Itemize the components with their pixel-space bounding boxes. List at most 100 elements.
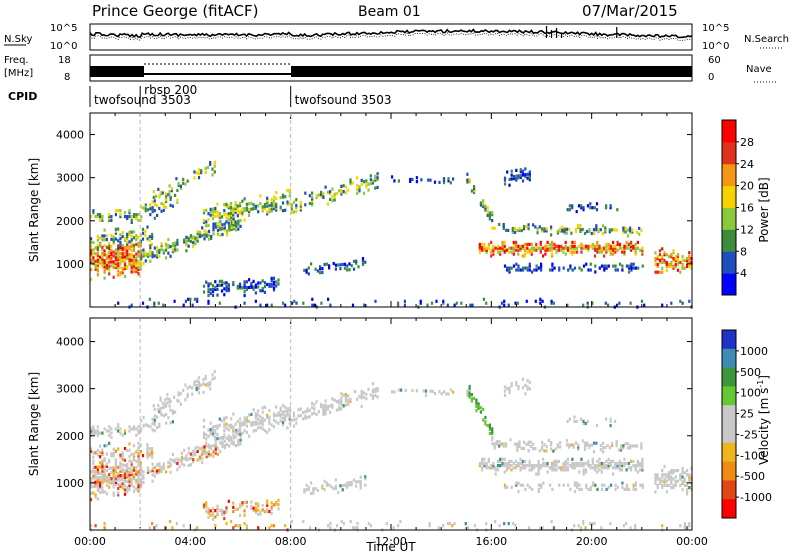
range-cell	[503, 178, 507, 182]
range-cell	[544, 244, 547, 248]
range-cell	[359, 475, 362, 479]
range-cell	[254, 416, 257, 420]
range-cell	[105, 452, 108, 456]
range-cell	[140, 205, 143, 209]
range-cell	[494, 246, 497, 250]
range-cell	[596, 242, 599, 246]
range-cell	[117, 257, 120, 262]
range-cell	[216, 452, 220, 457]
range-cell	[187, 236, 190, 240]
range-cell	[542, 481, 545, 485]
range-cell	[577, 445, 580, 449]
range-cell	[126, 215, 129, 219]
range-cell	[302, 410, 305, 415]
range-cell	[519, 173, 522, 178]
range-cell	[503, 248, 506, 252]
range-cell	[183, 463, 186, 467]
range-cell	[119, 455, 122, 459]
range-cell	[270, 278, 273, 282]
range-cell	[536, 227, 539, 231]
range-cell	[272, 425, 276, 429]
range-cell	[234, 431, 237, 435]
range-cell	[252, 203, 255, 207]
range-cell	[216, 432, 219, 437]
range-cell	[270, 423, 273, 427]
range-cell	[517, 464, 520, 468]
range-cell	[537, 464, 540, 468]
range-cell	[114, 229, 117, 233]
range-cell	[218, 213, 221, 217]
range-cell	[135, 237, 138, 242]
range-cell	[105, 492, 108, 496]
range-cell	[173, 299, 176, 303]
range-cell	[275, 420, 278, 424]
range-cell	[607, 303, 610, 307]
range-cell	[582, 208, 585, 212]
range-cell	[335, 408, 338, 412]
range-cell	[604, 226, 607, 230]
range-cell	[225, 212, 228, 216]
range-cell	[191, 392, 194, 396]
range-cell	[506, 268, 509, 272]
range-cell	[110, 254, 113, 258]
range-cell	[259, 510, 262, 514]
range-cell	[560, 468, 563, 472]
range-cell	[119, 233, 122, 237]
range-cell	[563, 231, 566, 235]
range-cell	[593, 522, 596, 526]
range-cell	[521, 173, 525, 177]
range-cell	[153, 466, 156, 470]
range-cell	[119, 259, 122, 263]
range-cell	[297, 408, 300, 412]
range-cell	[688, 255, 691, 259]
range-cell	[110, 470, 113, 474]
range-cell	[226, 229, 229, 233]
range-cell	[582, 464, 585, 468]
range-cell	[483, 457, 486, 461]
range-cell	[468, 180, 471, 184]
range-cell	[220, 436, 224, 440]
colorbar-tick-label: 4	[740, 267, 747, 280]
range-cell	[420, 178, 423, 182]
range-cell	[320, 192, 323, 196]
range-cell	[612, 459, 615, 463]
range-cell	[591, 466, 594, 470]
range-cell	[313, 411, 316, 415]
range-cell	[101, 245, 104, 249]
range-cell	[570, 231, 573, 235]
range-cell	[295, 209, 298, 213]
range-cell	[158, 470, 161, 474]
velocity-colorbar-label: Velocity [m s-1]	[756, 375, 771, 465]
range-cell	[132, 260, 136, 264]
range-cell	[317, 193, 320, 197]
range-cell	[333, 194, 336, 198]
range-cell	[553, 246, 556, 250]
range-cell	[257, 512, 260, 516]
range-cell	[517, 481, 520, 485]
range-cell	[169, 458, 172, 462]
range-cell	[582, 246, 585, 250]
range-cell	[667, 264, 671, 268]
range-cell	[530, 468, 533, 472]
range-cell	[322, 408, 325, 412]
range-cell	[686, 473, 689, 477]
range-cell	[499, 459, 502, 463]
range-cell	[157, 404, 160, 408]
range-cell	[137, 445, 140, 450]
range-cell	[205, 232, 208, 236]
range-cell	[121, 269, 124, 273]
range-cell	[234, 422, 237, 426]
range-cell	[148, 453, 151, 457]
range-cell	[591, 244, 594, 248]
range-cell	[174, 247, 177, 251]
range-cell	[230, 439, 233, 443]
range-cell	[236, 420, 239, 424]
range-cell	[130, 462, 133, 466]
range-cell	[397, 301, 400, 305]
range-cell	[492, 252, 495, 256]
range-cell	[121, 271, 124, 275]
range-cell	[609, 250, 612, 254]
range-cell	[105, 260, 108, 264]
range-cell	[101, 259, 104, 263]
range-cell	[319, 271, 322, 275]
